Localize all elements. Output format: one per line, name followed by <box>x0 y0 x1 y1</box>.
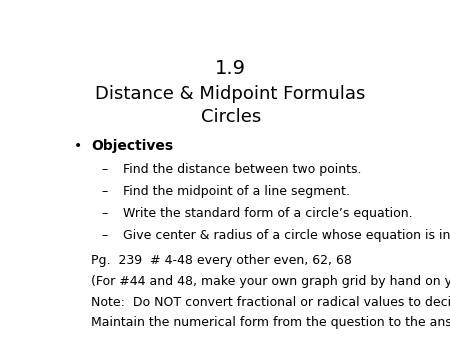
Text: Note:  Do NOT convert fractional or radical values to decimals!: Note: Do NOT convert fractional or radic… <box>91 296 450 309</box>
Text: Write the standard form of a circle’s equation.: Write the standard form of a circle’s eq… <box>122 207 412 220</box>
Text: •: • <box>74 140 82 153</box>
Text: –: – <box>102 229 108 242</box>
Text: Distance & Midpoint Formulas: Distance & Midpoint Formulas <box>95 85 366 103</box>
Text: Find the distance between two points.: Find the distance between two points. <box>122 163 361 176</box>
Text: 1.9: 1.9 <box>215 59 246 78</box>
Text: (For #44 and 48, make your own graph grid by hand on your paper.): (For #44 and 48, make your own graph gri… <box>91 275 450 288</box>
Text: Pg.  239  # 4-48 every other even, 62, 68: Pg. 239 # 4-48 every other even, 62, 68 <box>91 254 352 267</box>
Text: –: – <box>102 207 108 220</box>
Text: Maintain the numerical form from the question to the answer!: Maintain the numerical form from the que… <box>91 316 450 330</box>
Text: Find the midpoint of a line segment.: Find the midpoint of a line segment. <box>122 185 349 198</box>
Text: Give center & radius of a circle whose equation is in standard form.: Give center & radius of a circle whose e… <box>122 229 450 242</box>
Text: Circles: Circles <box>201 108 261 126</box>
Text: –: – <box>102 163 108 176</box>
Text: Objectives: Objectives <box>91 140 173 153</box>
Text: –: – <box>102 185 108 198</box>
